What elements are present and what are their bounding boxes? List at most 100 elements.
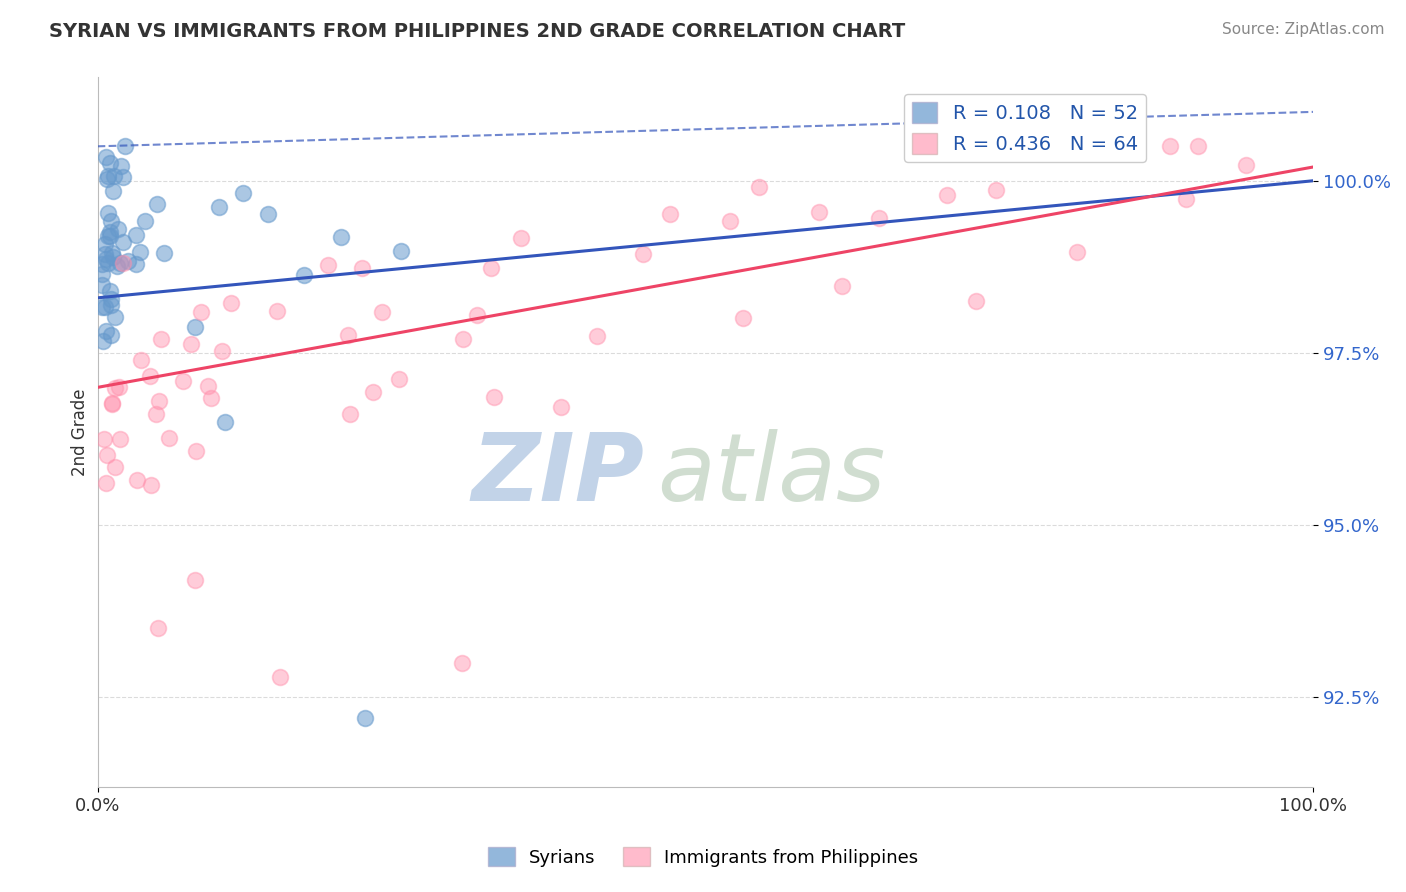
Y-axis label: 2nd Grade: 2nd Grade: [72, 388, 89, 476]
Point: [93, 300, 115, 314]
Point: [1101, 139, 1123, 153]
Point: [219, 296, 242, 310]
Point: [96, 448, 118, 462]
Point: [94, 324, 117, 338]
Point: [986, 183, 1008, 197]
Point: [94, 246, 117, 260]
Point: [451, 656, 474, 670]
Point: [148, 394, 170, 409]
Point: [101, 250, 124, 264]
Point: [148, 622, 170, 636]
Point: [146, 196, 169, 211]
Point: [149, 332, 172, 346]
Point: [100, 328, 122, 343]
Legend: R = 0.108   N = 52, R = 0.436   N = 64: R = 0.108 N = 52, R = 0.436 N = 64: [904, 95, 1146, 162]
Point: [550, 400, 572, 414]
Point: [100, 214, 122, 228]
Point: [96, 172, 118, 186]
Point: [479, 261, 502, 276]
Point: [131, 353, 153, 368]
Point: [114, 139, 136, 153]
Point: [831, 279, 853, 293]
Point: [94, 476, 117, 491]
Point: [256, 207, 278, 221]
Point: [107, 222, 129, 236]
Point: [139, 478, 162, 492]
Point: [117, 253, 139, 268]
Point: [101, 184, 124, 198]
Point: [110, 159, 132, 173]
Point: [100, 285, 122, 299]
Point: [748, 180, 770, 194]
Point: [350, 260, 373, 275]
Point: [97, 169, 120, 184]
Point: [125, 257, 148, 271]
Point: [91, 300, 114, 314]
Point: [108, 380, 131, 394]
Point: [482, 390, 505, 404]
Point: [105, 260, 128, 274]
Point: [391, 244, 413, 258]
Point: [339, 407, 361, 421]
Point: [91, 334, 114, 348]
Point: [208, 200, 231, 214]
Point: [453, 332, 475, 346]
Point: [200, 391, 222, 405]
Point: [98, 226, 121, 240]
Point: [93, 237, 115, 252]
Point: [354, 711, 377, 725]
Point: [965, 294, 987, 309]
Point: [172, 374, 194, 388]
Point: [186, 444, 208, 458]
Text: SYRIAN VS IMMIGRANTS FROM PHILIPPINES 2ND GRADE CORRELATION CHART: SYRIAN VS IMMIGRANTS FROM PHILIPPINES 2N…: [49, 22, 905, 41]
Legend: Syrians, Immigrants from Philippines: Syrians, Immigrants from Philippines: [481, 840, 925, 874]
Point: [370, 305, 392, 319]
Point: [388, 372, 411, 386]
Text: ZIP: ZIP: [472, 429, 644, 521]
Text: atlas: atlas: [657, 429, 884, 520]
Point: [180, 337, 202, 351]
Point: [157, 431, 180, 445]
Point: [101, 246, 124, 260]
Point: [104, 381, 127, 395]
Point: [100, 292, 122, 306]
Point: [101, 397, 124, 411]
Point: [586, 329, 609, 343]
Point: [292, 268, 315, 283]
Point: [184, 573, 207, 587]
Point: [98, 229, 121, 244]
Point: [718, 214, 741, 228]
Point: [1187, 139, 1209, 153]
Point: [1066, 245, 1088, 260]
Point: [97, 206, 120, 220]
Point: [134, 214, 156, 228]
Point: [361, 384, 384, 399]
Point: [184, 319, 207, 334]
Point: [329, 230, 352, 244]
Point: [112, 169, 135, 184]
Point: [232, 186, 254, 201]
Point: [104, 460, 127, 475]
Point: [91, 278, 114, 293]
Point: [139, 369, 162, 384]
Point: [936, 187, 959, 202]
Point: [266, 304, 288, 318]
Point: [108, 256, 131, 270]
Point: [96, 150, 118, 164]
Point: [631, 247, 654, 261]
Point: [111, 235, 134, 249]
Point: [1066, 139, 1088, 153]
Point: [90, 257, 112, 271]
Point: [145, 408, 167, 422]
Point: [211, 343, 233, 358]
Point: [733, 310, 755, 325]
Point: [269, 670, 291, 684]
Point: [94, 252, 117, 266]
Text: Source: ZipAtlas.com: Source: ZipAtlas.com: [1222, 22, 1385, 37]
Point: [153, 245, 176, 260]
Point: [197, 379, 219, 393]
Point: [108, 432, 131, 446]
Point: [93, 432, 115, 446]
Point: [103, 169, 125, 183]
Point: [104, 310, 127, 325]
